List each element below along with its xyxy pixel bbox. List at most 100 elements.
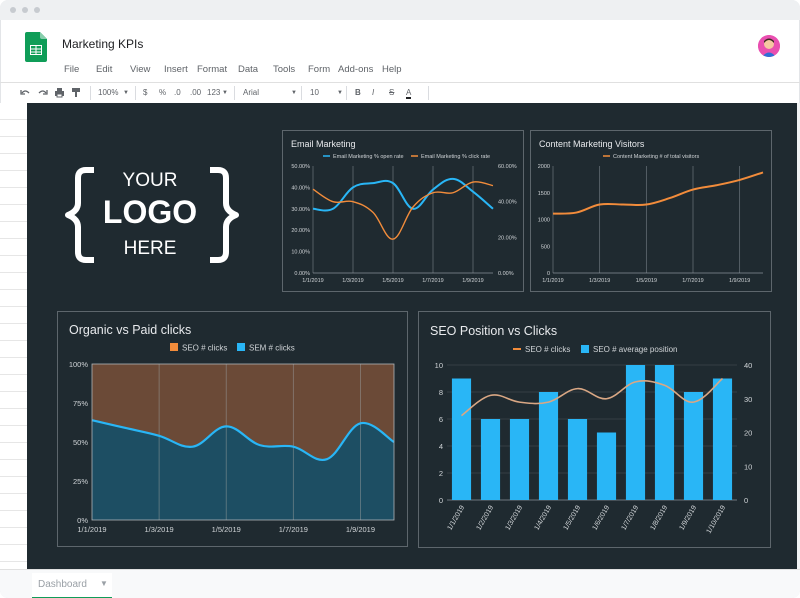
text-color-button[interactable]: A <box>406 88 412 99</box>
toolbar-separator <box>90 86 91 100</box>
x-axis-tick-label: 1/5/2019 <box>382 278 403 284</box>
bar <box>712 378 733 500</box>
email-marketing-chart[interactable]: Email Marketing Email Marketing % open ra… <box>283 131 523 291</box>
x-axis-tick-label: 1/1/2019 <box>77 525 106 534</box>
y-axis-tick-label: 1000 <box>538 218 550 224</box>
menu-format[interactable]: Format <box>197 64 228 75</box>
toolbar: 100% ▼ $ % .0 .00 123 ▼ Arial ▼ 10 ▼ B I… <box>0 83 800 103</box>
redo-icon[interactable] <box>37 88 48 98</box>
organic-vs-paid-chart-panel[interactable]: Organic vs Paid clicks SEO # clicks SEM # … <box>57 311 408 547</box>
document-title[interactable]: Marketing KPIs <box>62 37 144 51</box>
menu-edit[interactable]: Edit <box>96 64 113 75</box>
sheets-logo-icon[interactable] <box>25 32 47 62</box>
menu-addons[interactable]: Add-ons <box>338 64 374 75</box>
toolbar-divider <box>0 82 800 83</box>
font-size-chevron-down-icon[interactable]: ▼ <box>337 90 343 96</box>
x-axis-tick-label: 1/1/2019 <box>542 278 563 284</box>
chart-title: Email Marketing <box>291 139 356 149</box>
x-axis-tick-label: 1/5/2019 <box>636 278 657 284</box>
right-axis-tick-label: 10 <box>744 462 752 471</box>
menu-insert[interactable]: Insert <box>164 64 188 75</box>
toolbar-separator <box>346 86 347 100</box>
left-axis-tick-label: 8 <box>439 388 443 397</box>
sem-area <box>92 420 394 520</box>
logo-placeholder: YOUR LOGO HERE <box>65 167 239 263</box>
x-axis-tick-label: 1/3/2019 <box>145 525 174 534</box>
toolbar-separator <box>234 86 235 100</box>
legend-label: Content Marketing # of total visitors <box>613 154 699 160</box>
toolbar-separator <box>428 86 429 100</box>
menu-form[interactable]: Form <box>308 64 331 75</box>
more-formats-button[interactable]: 123 <box>207 88 221 97</box>
legend-label: SEM # clicks <box>249 344 295 353</box>
sheet-tab-dashboard[interactable]: Dashboard ▼ <box>32 573 112 598</box>
left-axis-tick-label: 2 <box>439 469 443 478</box>
percent-format-button[interactable]: % <box>159 88 167 97</box>
legend-label: Email Marketing % open rate <box>333 154 404 160</box>
organic-vs-paid-chart[interactable]: Organic vs Paid clicks SEO # clicks SEM # … <box>58 312 407 546</box>
plot-border <box>91 363 395 521</box>
menu-tools[interactable]: Tools <box>273 64 296 75</box>
bold-button[interactable]: B <box>355 88 361 97</box>
legend-label: SEO # clicks <box>182 344 227 353</box>
window-minimize-dot[interactable] <box>22 7 28 13</box>
user-avatar[interactable] <box>758 35 780 57</box>
x-axis-tick-label: 1/9/2019 <box>679 504 699 531</box>
window-maximize-dot[interactable] <box>34 7 40 13</box>
increase-decimal-button[interactable]: .00 <box>190 88 202 97</box>
left-axis-tick-label: 10 <box>435 361 443 370</box>
x-axis-tick-label: 1/2/2019 <box>476 504 496 531</box>
content-marketing-chart-panel[interactable]: Content Marketing Visitors Content Market… <box>530 130 772 292</box>
seo-position-chart[interactable]: SEO Position vs Clicks SEO # clicks SEO # … <box>419 312 770 547</box>
left-axis-tick-label: 30.00% <box>291 207 310 213</box>
seo-position-chart-panel[interactable]: SEO Position vs Clicks SEO # clicks SEO # … <box>418 311 771 548</box>
font-chevron-down-icon[interactable]: ▼ <box>291 90 297 96</box>
window-titlebar <box>0 0 800 20</box>
sem-line <box>91 419 395 462</box>
right-axis-tick-label: 0.00% <box>498 271 514 277</box>
sheet-tab-chevron-down-icon[interactable]: ▼ <box>100 579 108 588</box>
series-line <box>552 171 764 215</box>
bar <box>480 419 501 500</box>
print-icon[interactable] <box>54 87 65 98</box>
sheet-tab-label: Dashboard <box>38 579 87 590</box>
window-close-dot[interactable] <box>10 7 16 13</box>
right-axis-tick-label: 20 <box>744 429 752 438</box>
menu-help[interactable]: Help <box>382 64 402 75</box>
right-axis-tick-label: 30 <box>744 395 752 404</box>
menu-view[interactable]: View <box>130 64 151 75</box>
content-marketing-chart[interactable]: Content Marketing Visitors Content Market… <box>531 131 771 291</box>
font-size-select[interactable]: 10 <box>310 88 319 97</box>
legend-label: Email Marketing % click rate <box>421 154 490 160</box>
menu-file[interactable]: File <box>64 64 80 75</box>
x-axis-tick-label: 1/5/2019 <box>212 525 241 534</box>
legend-swatch <box>170 343 178 351</box>
logo-line-3: HERE <box>124 238 177 259</box>
x-axis-tick-label: 1/8/2019 <box>650 504 670 531</box>
x-axis-tick-label: 1/9/2019 <box>729 278 750 284</box>
x-axis-tick-label: 1/1/2019 <box>302 278 323 284</box>
x-axis-tick-label: 1/7/2019 <box>621 504 641 531</box>
logo-line-2: LOGO <box>103 194 197 230</box>
undo-icon[interactable] <box>20 88 31 98</box>
more-formats-chevron-down-icon[interactable]: ▼ <box>222 90 228 96</box>
left-axis-tick-label: 4 <box>439 442 443 451</box>
paint-format-icon[interactable] <box>71 87 82 98</box>
currency-format-button[interactable]: $ <box>143 88 148 97</box>
strikethrough-button[interactable]: S <box>389 88 395 97</box>
y-axis-tick-label: 25% <box>73 477 88 486</box>
decrease-decimal-button[interactable]: .0 <box>174 88 181 97</box>
menu-data[interactable]: Data <box>238 64 259 75</box>
left-axis-tick-label: 0 <box>439 496 443 505</box>
logo-right-brace-icon <box>210 167 239 263</box>
zoom-select[interactable]: 100% <box>98 88 119 97</box>
y-axis-tick-label: 100% <box>69 360 89 369</box>
italic-button[interactable]: I <box>372 88 375 97</box>
x-axis-tick-label: 1/10/2019 <box>706 504 728 535</box>
legend-swatch <box>581 345 589 353</box>
font-select[interactable]: Arial <box>243 88 260 97</box>
email-marketing-chart-panel[interactable]: Email Marketing Email Marketing % open ra… <box>282 130 524 292</box>
zoom-chevron-down-icon[interactable]: ▼ <box>123 90 129 96</box>
bar <box>451 378 472 500</box>
sheet-row-grid[interactable] <box>0 103 27 569</box>
